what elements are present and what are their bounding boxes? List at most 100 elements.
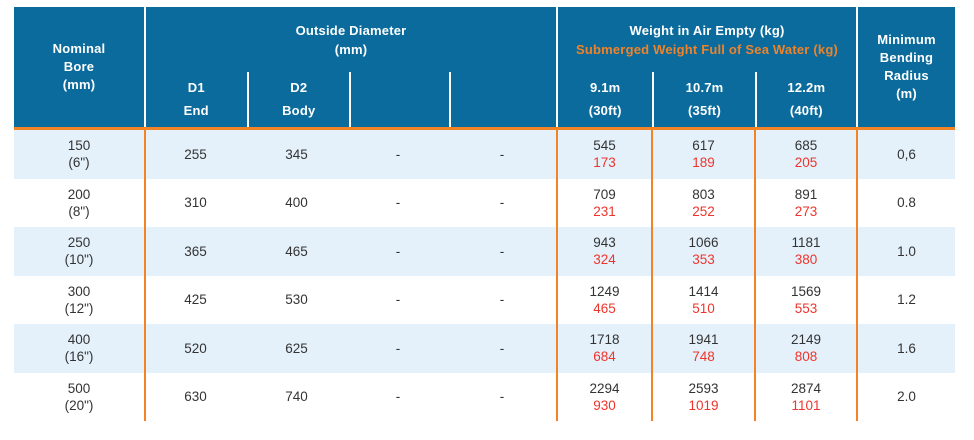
bore-mm-value: 500 xyxy=(67,380,91,396)
d2-value: 530 xyxy=(285,292,308,308)
empty-2-value: - xyxy=(499,243,505,259)
cell-empty-1: - xyxy=(348,373,448,422)
cell-weight-30ft: 1249 465 xyxy=(556,275,651,324)
weight-40ft-submerged-value: 1101 xyxy=(791,397,821,413)
header-bending-radius: Minimum Bending Radius (m) xyxy=(856,7,955,127)
length3-m-label: 12.2m xyxy=(787,79,826,95)
cell-d1-end: 255 xyxy=(144,130,245,179)
weight-30ft-air-value: 545 xyxy=(593,138,616,154)
cell-weight-30ft: 545 173 xyxy=(556,130,651,179)
cell-empty-2: - xyxy=(448,130,556,179)
cell-nominal-bore: 200 (8") xyxy=(14,179,144,228)
d1-value: 520 xyxy=(184,340,207,356)
table-row: 250 (10") 365 465 - - 943 324 1066 353 1… xyxy=(14,227,955,276)
weight-35ft-air-value: 617 xyxy=(692,138,715,154)
length2-ft-label: (35ft) xyxy=(688,103,721,119)
cell-d1-end: 365 xyxy=(144,227,245,276)
cell-nominal-bore: 400 (16") xyxy=(14,324,144,373)
cell-empty-2: - xyxy=(448,276,556,325)
weight-30ft-air-value: 1718 xyxy=(589,332,620,348)
header-weight-title: Weight in Air Empty (kg) Submerged Weigh… xyxy=(558,7,856,72)
cell-empty-2: - xyxy=(448,179,556,228)
bending-radius-value: 0,6 xyxy=(897,146,916,162)
bending-line2: Bending xyxy=(879,50,934,65)
weight-submerged-title-text: Submerged Weight Full of Sea Water (kg) xyxy=(575,41,839,57)
cell-weight-35ft: 617 189 xyxy=(651,130,754,179)
header-nominal-bore-line2: Bore xyxy=(63,59,95,74)
d1-sublabel: End xyxy=(183,103,209,119)
empty-1-value: - xyxy=(395,195,401,211)
bore-inch-value: (10") xyxy=(64,252,94,268)
d1-value: 365 xyxy=(184,243,207,259)
cell-bending-radius: 1.0 xyxy=(856,227,955,276)
weight-40ft-submerged-value: 380 xyxy=(794,252,818,268)
table-header: Nominal Bore (mm) Outside Diameter (mm) … xyxy=(14,7,955,130)
bore-mm-value: 400 xyxy=(67,332,91,348)
cell-d1-end: 310 xyxy=(144,178,245,227)
cell-nominal-bore: 250 (10") xyxy=(14,227,144,276)
cell-bending-radius: 0,6 xyxy=(856,130,955,179)
subheader-empty-1 xyxy=(349,72,449,127)
cell-nominal-bore: 300 (12") xyxy=(14,276,144,325)
bore-inch-value: (20") xyxy=(64,397,94,413)
cell-weight-35ft: 803 252 xyxy=(651,178,754,227)
header-nominal-bore-line3: (mm) xyxy=(62,77,96,92)
weight-40ft-submerged-value: 273 xyxy=(794,203,818,219)
cell-weight-30ft: 1718 684 xyxy=(556,324,651,373)
d1-value: 425 xyxy=(184,292,207,308)
header-nominal-bore: Nominal Bore (mm) xyxy=(14,7,144,127)
cell-empty-2: - xyxy=(448,373,556,422)
table-row: 300 (12") 425 530 - - 1249 465 1414 510 … xyxy=(14,275,955,325)
weight-40ft-submerged-value: 808 xyxy=(794,349,818,365)
outside-diameter-subheaders: D1 End D2 Body xyxy=(146,72,556,127)
empty-2-value: - xyxy=(499,389,505,405)
d2-label: D2 xyxy=(290,79,308,95)
cell-weight-35ft: 2593 1019 xyxy=(651,372,754,421)
bore-mm-value: 150 xyxy=(67,138,91,154)
weight-40ft-air-value: 1569 xyxy=(790,283,822,299)
weight-30ft-submerged-value: 684 xyxy=(593,349,616,365)
bending-line3: Radius xyxy=(884,68,929,83)
d1-label: D1 xyxy=(187,79,205,95)
bore-inch-value: (8") xyxy=(68,203,90,219)
cell-weight-40ft: 891 273 xyxy=(754,178,856,227)
bore-inch-value: (6") xyxy=(68,155,90,171)
cell-d1-end: 630 xyxy=(144,372,245,421)
cell-nominal-bore: 150 (6") xyxy=(14,130,144,179)
empty-2-value: - xyxy=(499,195,505,211)
weight-40ft-air-value: 685 xyxy=(794,138,818,154)
cell-bending-radius: 0.8 xyxy=(856,178,955,227)
d1-value: 630 xyxy=(184,389,207,405)
cell-empty-1: - xyxy=(348,276,448,325)
cell-d2-body: 400 xyxy=(245,179,348,228)
cell-d1-end: 520 xyxy=(144,324,245,373)
weight-35ft-air-value: 1414 xyxy=(688,283,719,299)
cell-d2-body: 345 xyxy=(245,130,348,179)
cell-d2-body: 465 xyxy=(245,227,348,276)
cell-weight-35ft: 1066 353 xyxy=(651,227,754,276)
weight-40ft-submerged-value: 553 xyxy=(794,300,818,316)
cell-empty-1: - xyxy=(348,130,448,179)
bending-line1: Minimum xyxy=(877,32,936,47)
weight-40ft-air-value: 891 xyxy=(794,186,818,202)
subheader-d2: D2 Body xyxy=(246,72,350,127)
weight-30ft-air-value: 943 xyxy=(593,235,616,251)
length3-ft-label: (40ft) xyxy=(789,103,823,119)
cell-weight-40ft: 2874 1101 xyxy=(754,372,856,421)
hose-spec-table: Nominal Bore (mm) Outside Diameter (mm) … xyxy=(14,7,955,421)
bore-mm-value: 200 xyxy=(67,186,91,202)
bending-radius-value: 1.0 xyxy=(897,243,916,259)
cell-d2-body: 625 xyxy=(245,324,348,373)
weight-30ft-submerged-value: 231 xyxy=(593,203,616,219)
weight-35ft-submerged-value: 510 xyxy=(692,300,715,316)
table-row: 200 (8") 310 400 - - 709 231 803 252 891… xyxy=(14,178,955,228)
d2-value: 465 xyxy=(285,243,308,259)
d2-value: 400 xyxy=(285,195,308,211)
empty-1-value: - xyxy=(395,292,401,308)
empty-2-value: - xyxy=(499,340,505,356)
empty-1-value: - xyxy=(395,389,401,405)
weight-40ft-air-value: 1181 xyxy=(791,235,821,251)
weight-30ft-air-value: 1249 xyxy=(589,283,620,299)
weight-35ft-air-value: 803 xyxy=(692,186,715,202)
weight-35ft-submerged-value: 748 xyxy=(692,349,715,365)
